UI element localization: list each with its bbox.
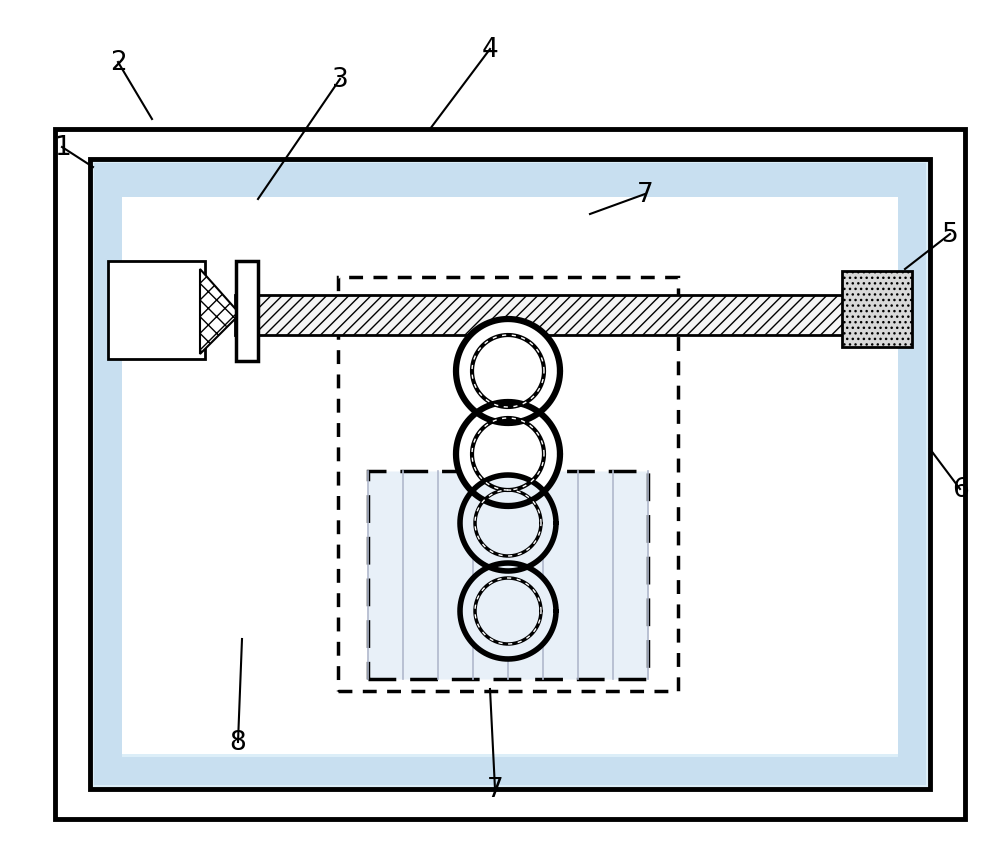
Text: 5: 5 bbox=[942, 222, 958, 247]
Text: 2: 2 bbox=[110, 50, 126, 76]
Circle shape bbox=[460, 563, 556, 659]
Bar bbox=[94, 194, 926, 754]
Bar bbox=[338, 278, 678, 691]
Text: 6: 6 bbox=[952, 477, 968, 502]
Text: 1: 1 bbox=[54, 135, 70, 161]
Bar bbox=[94, 164, 926, 198]
Bar bbox=[235, 296, 860, 335]
Bar bbox=[94, 757, 926, 785]
Polygon shape bbox=[200, 270, 240, 355]
Bar bbox=[55, 130, 965, 819]
Bar bbox=[94, 164, 122, 785]
Bar bbox=[90, 160, 930, 789]
Circle shape bbox=[456, 320, 560, 423]
Text: 7: 7 bbox=[487, 776, 503, 802]
Circle shape bbox=[460, 475, 556, 572]
Text: 3: 3 bbox=[332, 67, 348, 93]
Bar bbox=[842, 272, 912, 347]
Bar bbox=[108, 262, 205, 360]
Bar bbox=[236, 262, 258, 362]
Text: 7: 7 bbox=[637, 182, 653, 208]
Text: 8: 8 bbox=[230, 729, 246, 755]
Text: 4: 4 bbox=[482, 37, 498, 63]
Circle shape bbox=[456, 403, 560, 507]
Bar bbox=[898, 164, 926, 785]
Bar bbox=[368, 472, 648, 679]
